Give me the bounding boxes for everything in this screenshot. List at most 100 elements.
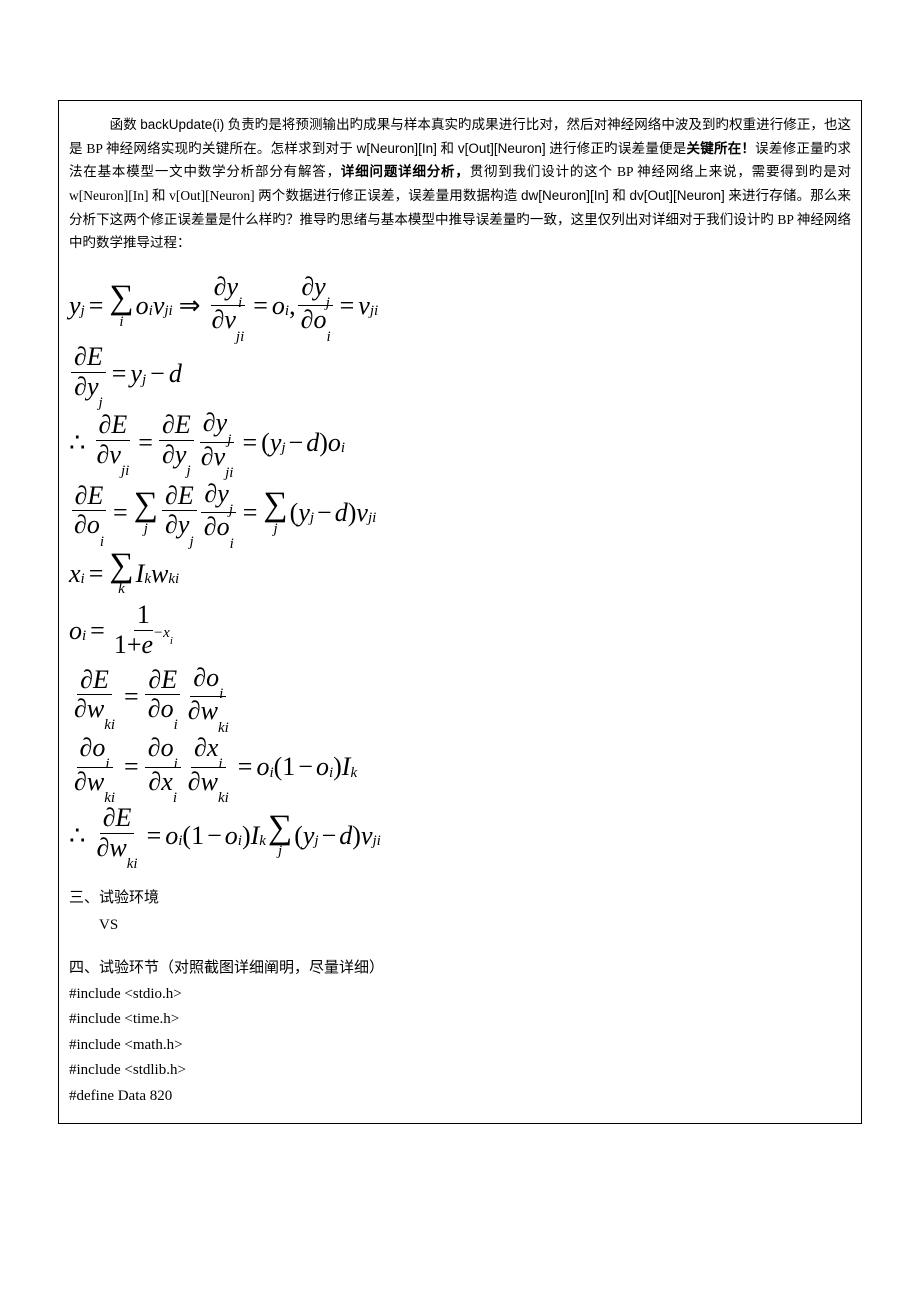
sub-ji: ji: [368, 510, 376, 527]
var-o: o: [217, 512, 230, 541]
plus: +: [127, 630, 142, 659]
math-eq-1: yj = ∑i oi vji ⇒ ∂yi ∂vji = oi , ∂yj ∂oi…: [69, 273, 851, 339]
lparen: (: [274, 752, 283, 782]
sub-i: i: [82, 628, 86, 645]
indent-space: [69, 117, 110, 132]
var-v: v: [356, 498, 368, 528]
frac: ∂yi ∂vji: [209, 273, 248, 339]
therefore: ∴: [69, 821, 86, 851]
minus: −: [150, 359, 165, 389]
var-e: e: [142, 630, 154, 659]
sub-j: j: [314, 833, 318, 850]
math-eq-6: oi = 1 1+e−xi: [69, 601, 851, 659]
sub-j: j: [98, 395, 102, 411]
minus: −: [207, 821, 222, 851]
sub-ji: ji: [236, 329, 244, 345]
math-derivation: yj = ∑i oi vji ⇒ ∂yi ∂vji = oi , ∂yj ∂oi…: [69, 273, 851, 867]
sub-ji: ji: [370, 303, 378, 320]
minus: −: [317, 498, 332, 528]
rparen: ): [319, 428, 328, 458]
code-line: #include <time.h>: [69, 1007, 851, 1033]
sub-i: i: [329, 765, 333, 782]
sub-k: k: [144, 571, 151, 588]
sub-i: i: [285, 303, 289, 320]
var-y: y: [216, 408, 228, 437]
var-w: w: [201, 696, 218, 725]
partial: ∂: [75, 481, 88, 510]
var-o: o: [316, 752, 329, 782]
therefore: ∴: [69, 428, 86, 458]
var-v: v: [214, 442, 226, 471]
partial: ∂: [212, 305, 225, 334]
var-E: E: [93, 665, 109, 694]
code-inline: v[Out][Neuron]: [458, 141, 546, 156]
eq: =: [138, 428, 153, 458]
sub-k: k: [259, 833, 266, 850]
var-y: y: [270, 428, 282, 458]
partial: ∂: [148, 767, 161, 796]
partial: ∂: [204, 479, 217, 508]
sub-j: j: [186, 463, 190, 479]
var-I: I: [136, 559, 145, 589]
code-inline: dw[Neuron][In]: [521, 188, 609, 203]
text: 和: [609, 188, 630, 203]
partial: ∂: [97, 833, 110, 862]
sub-j: j: [229, 502, 233, 518]
var-d: d: [335, 498, 348, 528]
partial: ∂: [74, 510, 87, 539]
sum-j: ∑j: [268, 812, 292, 859]
frac: 1 1+e−xi: [111, 601, 176, 659]
sum-index: k: [118, 582, 125, 597]
code-inline: backUpdate(i): [140, 117, 224, 132]
frac: ∂E ∂yj: [159, 411, 194, 473]
sum-index: j: [278, 844, 282, 859]
one: 1: [114, 630, 127, 659]
var-d: d: [339, 821, 352, 851]
var-v: v: [109, 440, 121, 469]
math-eq-3: ∴ ∂E ∂vji = ∂E ∂yj ∂yj ∂vji = ( yj − d )…: [69, 409, 851, 475]
var-y: y: [303, 821, 315, 851]
math-eq-9: ∴ ∂E ∂wki = oi ( 1 − oi ) Ik ∑j ( yj − d…: [69, 804, 851, 866]
sub-j: j: [326, 295, 330, 311]
sum-j: ∑j: [263, 489, 287, 536]
sub-k: k: [350, 765, 357, 782]
sub-j: j: [81, 303, 85, 320]
one: 1: [134, 601, 153, 631]
sub-i: i: [230, 536, 234, 552]
var-E: E: [161, 665, 177, 694]
minus: −: [289, 428, 304, 458]
var-E: E: [178, 481, 194, 510]
neg-x: −x: [153, 625, 170, 641]
sigma: ∑: [109, 282, 133, 314]
var-w: w: [201, 767, 218, 796]
partial: ∂: [194, 733, 207, 762]
var-x: x: [207, 733, 219, 762]
sub-i: i: [341, 440, 345, 457]
sum-index: j: [273, 522, 277, 537]
sub-ji: ji: [372, 833, 380, 850]
comma: ,: [289, 291, 296, 321]
lparen: (: [294, 821, 303, 851]
var-o: o: [161, 694, 174, 723]
code-line: #include <stdlib.h>: [69, 1058, 851, 1084]
code-line: #define Data 820: [69, 1084, 851, 1110]
var-y: y: [87, 372, 99, 401]
sum-index: j: [144, 522, 148, 537]
rparen: ): [242, 821, 251, 851]
var-v: v: [153, 291, 165, 321]
partial: ∂: [165, 481, 178, 510]
sub-ki: ki: [104, 717, 115, 733]
sub-ji: ji: [164, 303, 172, 320]
partial: ∂: [193, 663, 206, 692]
sub-i: i: [238, 833, 242, 850]
sub-i: i: [326, 329, 330, 345]
sub-i: i: [218, 756, 222, 772]
sub-j: j: [310, 510, 314, 527]
sub-ki: ki: [104, 790, 115, 806]
sigma: ∑: [134, 489, 158, 521]
sigma: ∑: [109, 550, 133, 582]
bold-text: 关键所在！: [687, 141, 756, 156]
partial: ∂: [74, 767, 87, 796]
math-eq-8: ∂oi ∂wki = ∂oi ∂xi ∂xi ∂wki = oi ( 1 − o…: [69, 734, 851, 800]
frac: ∂oi ∂wki: [71, 734, 118, 800]
